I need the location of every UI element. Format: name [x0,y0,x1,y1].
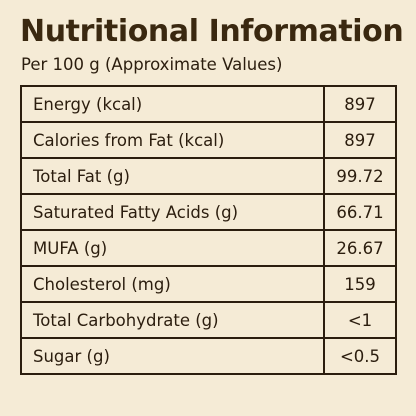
table-row: Total Carbohydrate (g) <1 [20,301,397,339]
nutrient-value: <0.5 [323,337,397,375]
nutrient-label: Sugar (g) [20,337,325,375]
nutrient-label: MUFA (g) [20,229,325,267]
nutrient-label: Saturated Fatty Acids (g) [20,193,325,231]
table-row: Cholesterol (mg) 159 [20,265,397,303]
table-row: Saturated Fatty Acids (g) 66.71 [20,193,397,231]
table-row: Sugar (g) <0.5 [20,337,397,375]
nutrient-value: 159 [323,265,397,303]
nutrient-label: Cholesterol (mg) [20,265,325,303]
table-row: MUFA (g) 26.67 [20,229,397,267]
nutrient-value: 99.72 [323,157,397,195]
nutrient-label: Total Carbohydrate (g) [20,301,325,339]
nutrient-value: 66.71 [323,193,397,231]
nutrient-label: Calories from Fat (kcal) [20,121,325,159]
nutrient-value: 897 [323,121,397,159]
table-row: Energy (kcal) 897 [20,85,397,123]
page-subtitle: Per 100 g (Approximate Values) [21,55,283,74]
nutrient-value: <1 [323,301,397,339]
table-row: Total Fat (g) 99.72 [20,157,397,195]
table-row: Calories from Fat (kcal) 897 [20,121,397,159]
nutrient-label: Energy (kcal) [20,85,325,123]
nutrition-table: Energy (kcal) 897 Calories from Fat (kca… [20,85,397,375]
nutrient-value: 26.67 [323,229,397,267]
nutrient-value: 897 [323,85,397,123]
page-title: Nutritional Information [20,14,404,49]
nutrient-label: Total Fat (g) [20,157,325,195]
